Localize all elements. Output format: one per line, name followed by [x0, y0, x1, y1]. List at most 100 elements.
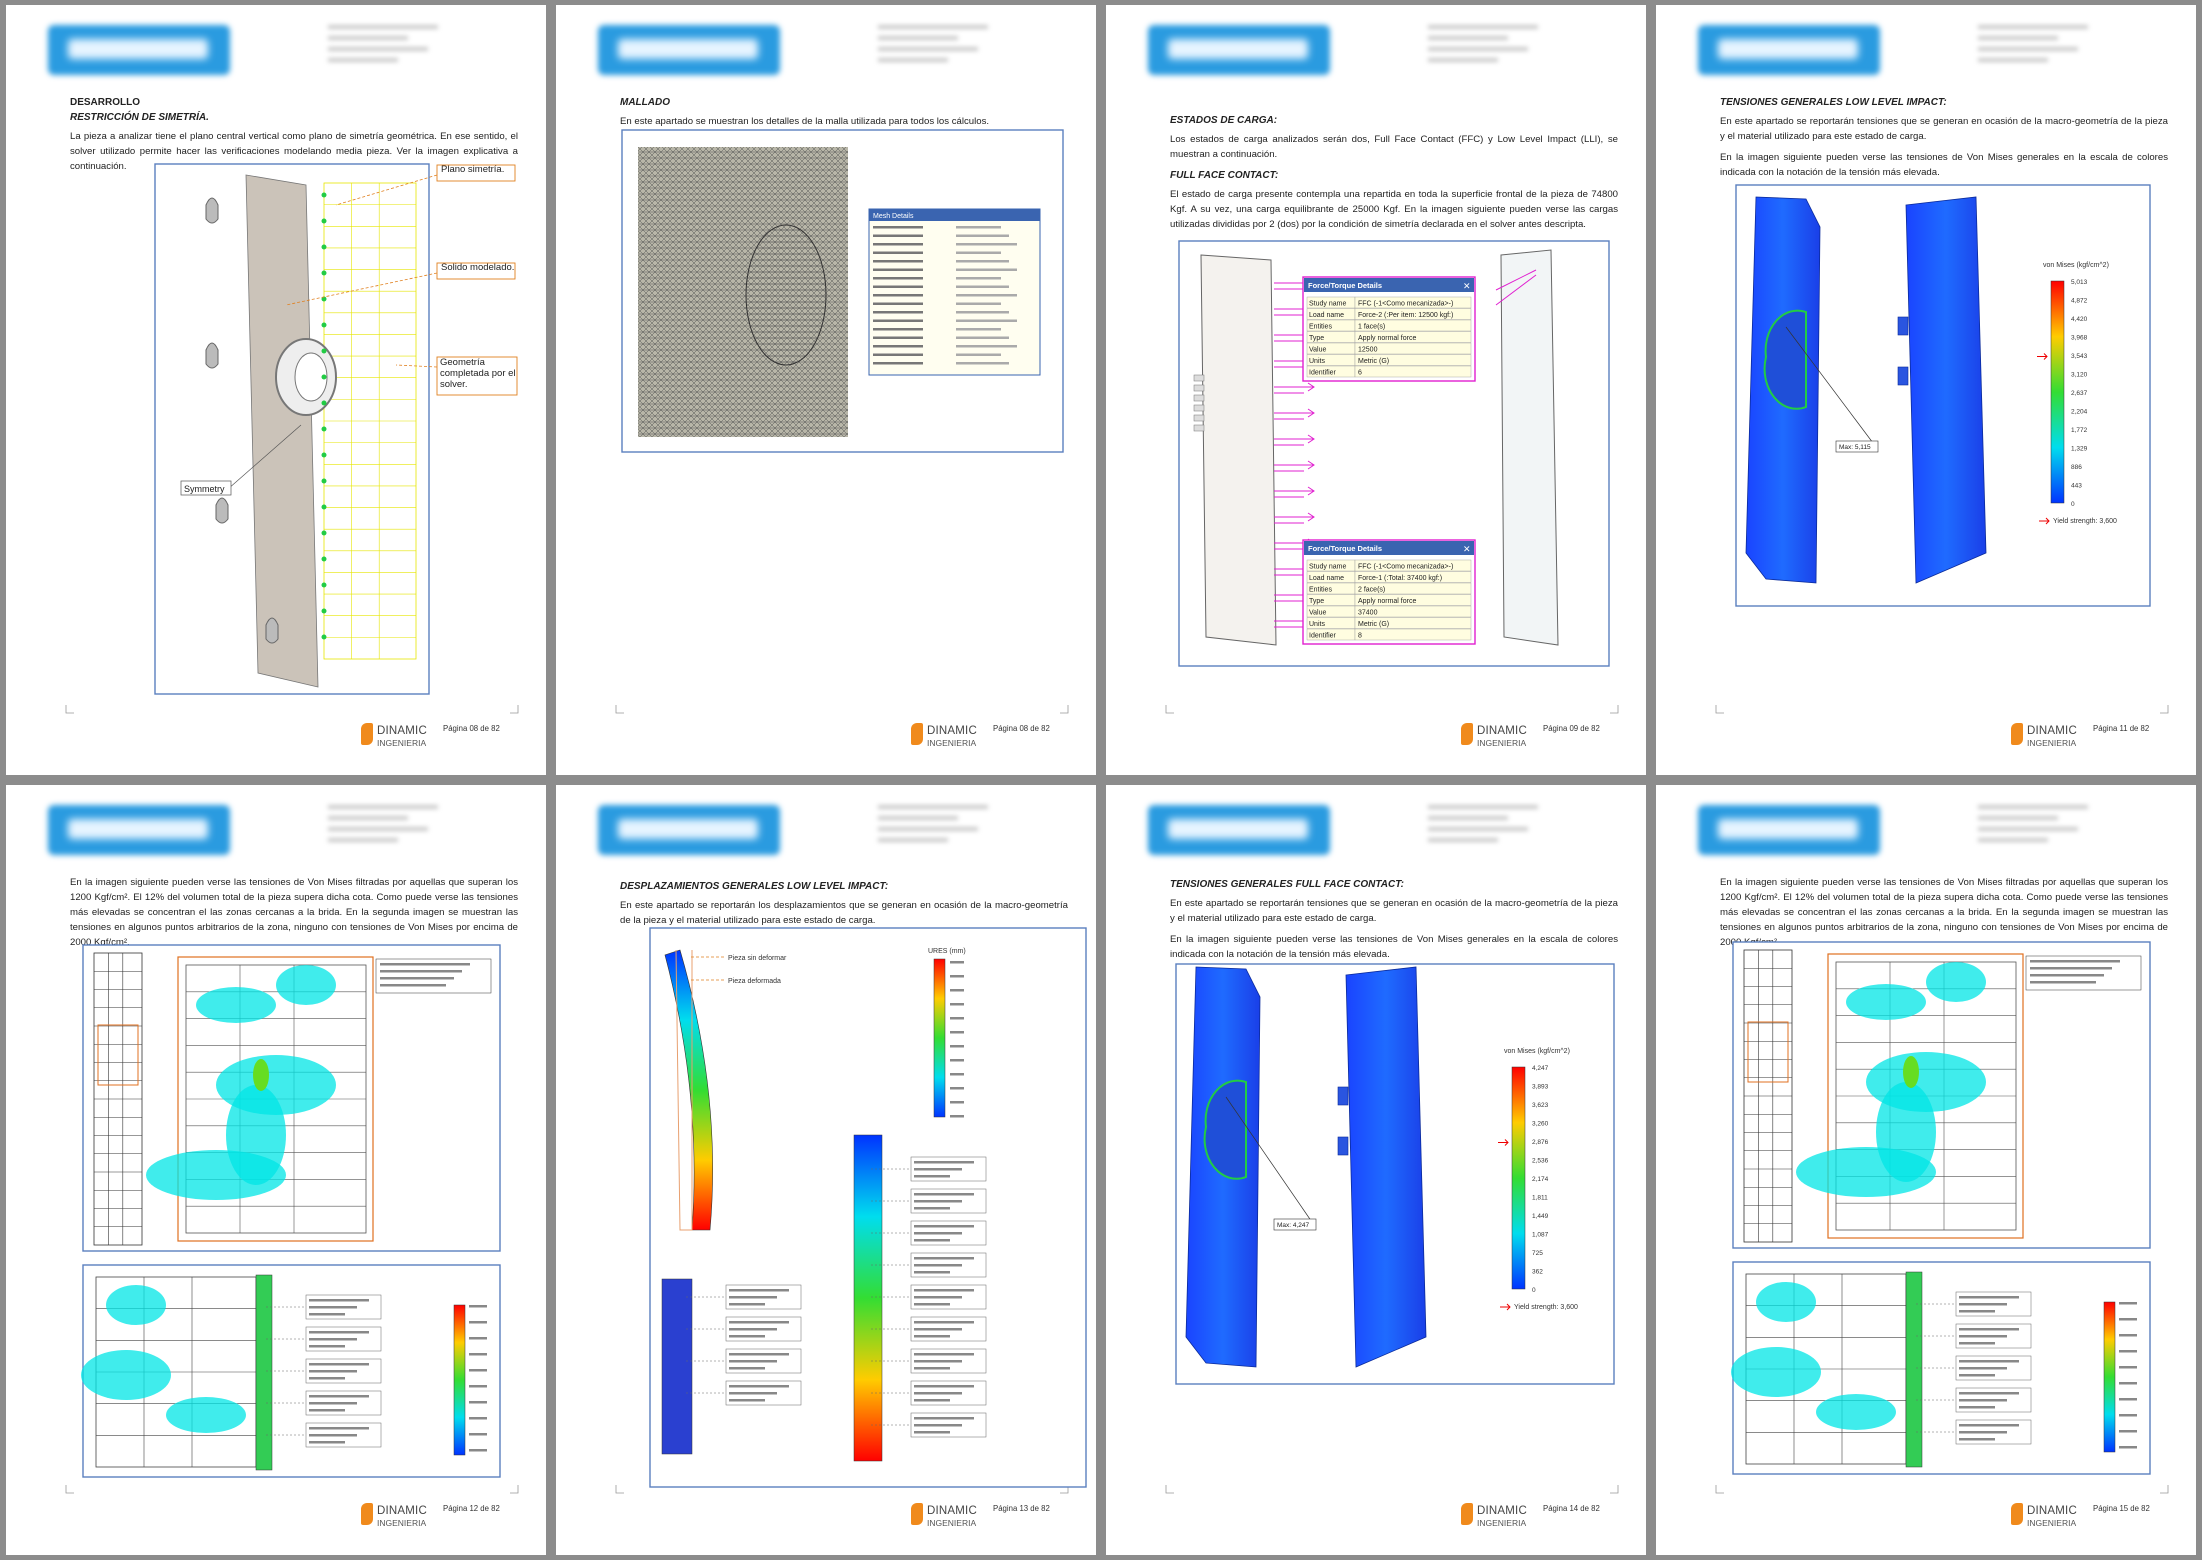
row-value: FFC (-1<Como mecanizada>-) [1358, 301, 1453, 308]
row-value-cell [1354, 296, 1472, 309]
info-text [380, 970, 462, 973]
probe-text [729, 1399, 765, 1402]
blurred-line [1978, 816, 2058, 820]
flange [1897, 316, 1909, 336]
logo-inner [618, 39, 758, 59]
blurred-address [878, 805, 1008, 855]
dialog-value [956, 353, 1001, 356]
logo-inner [1168, 819, 1308, 839]
stress-region [1876, 1082, 1936, 1182]
blurred-line [328, 36, 408, 40]
legend-text [2119, 1430, 2137, 1433]
blurred-address [878, 25, 1008, 75]
label-text: Pieza deformada [728, 978, 781, 985]
row-value: Apply normal force [1358, 335, 1416, 342]
crop-mark [2160, 1485, 2169, 1494]
probe-text [729, 1392, 777, 1395]
probe-text [914, 1225, 974, 1228]
probe-text [309, 1441, 345, 1444]
crop-mark [1060, 705, 1069, 714]
dialog-value [956, 234, 1009, 237]
probe-text [309, 1338, 357, 1341]
label-box [436, 356, 518, 396]
brand-name: DINAMIC [1477, 1505, 1527, 1517]
legend-text [2119, 1414, 2137, 1417]
symmetry-marker [321, 478, 327, 484]
row-value-cell [1354, 354, 1472, 366]
dialog-value [956, 243, 1017, 246]
row-value-cell [1354, 571, 1472, 583]
blurred-address [1428, 25, 1558, 75]
page: TENSIONES GENERALES FULL FACE CONTACT: En… [1106, 785, 1646, 1555]
row-value: Metric (G) [1358, 621, 1389, 628]
probe-text [729, 1321, 789, 1324]
row-key: Entities [1309, 324, 1332, 331]
label-box [436, 164, 516, 182]
probe-text [309, 1313, 345, 1316]
dialog-value [956, 336, 1009, 339]
subheading-text: TENSIONES GENERALES FULL FACE CONTACT: [1170, 879, 1404, 890]
row-value-cell [1354, 628, 1472, 641]
legend-label: 2,536 [1532, 1158, 1549, 1165]
row-value-cell [1354, 605, 1472, 618]
mesh-hub [745, 224, 827, 366]
crop-mark [65, 1485, 74, 1494]
brand-icon [1461, 1503, 1473, 1525]
symmetry-marker [321, 634, 327, 640]
part [1200, 254, 1277, 646]
page: En la imagen siguiente pueden verse las … [6, 785, 546, 1555]
stress-region [226, 1085, 286, 1185]
label-text: Pieza sin deformar [728, 955, 787, 962]
stress-region [106, 1285, 166, 1325]
symmetry-marker [321, 244, 327, 250]
slot [215, 497, 229, 524]
legend-label: 2,174 [1532, 1176, 1549, 1183]
legend-text [469, 1321, 487, 1324]
logo-inner [618, 819, 758, 839]
probe-text [1959, 1360, 2019, 1363]
probe-text [729, 1296, 777, 1299]
dialog-value [956, 268, 1017, 271]
probe-text [914, 1239, 950, 1242]
heading-text: DESARROLLO [70, 97, 140, 108]
blurred-line [1978, 47, 2078, 51]
probe-text [1959, 1438, 1995, 1441]
legend-label: 4,247 [1532, 1065, 1549, 1072]
info-text [2030, 981, 2096, 984]
probe-text [914, 1200, 962, 1203]
force-arrow [1274, 408, 1315, 420]
figure: Max: 5,115 von Mises (kgf/cm^2) 5,013 4,872… [1715, 184, 2169, 714]
probe-text [914, 1360, 962, 1363]
probe-text [729, 1353, 789, 1356]
label-text: Symmetry [184, 484, 225, 494]
brand-icon [2011, 1503, 2023, 1525]
dialog-value [956, 319, 1017, 322]
probe-text [914, 1399, 950, 1402]
dialog-key [873, 328, 923, 331]
row-value-cell [1354, 559, 1472, 572]
symmetry-marker [321, 608, 327, 614]
force-arrow [1274, 512, 1315, 524]
crop-mark [1165, 705, 1174, 714]
blurred-line [328, 816, 408, 820]
legend-title: URES (mm) [928, 948, 966, 955]
logo-inner [1168, 39, 1308, 59]
dialog-close: ✕ [1463, 281, 1471, 291]
blurred-line [328, 838, 398, 842]
dialog-value [956, 260, 1009, 263]
force-arrow [1274, 434, 1315, 446]
brand-icon [2011, 723, 2023, 745]
brand-name: DINAMIC [927, 1505, 977, 1517]
legend-title: von Mises (kgf/cm^2) [1504, 1048, 1570, 1055]
flange-section [1905, 1271, 1923, 1468]
legend-title: von Mises (kgf/cm^2) [2043, 262, 2109, 269]
probe-text [309, 1299, 369, 1302]
probe-text [914, 1289, 974, 1292]
probe-text [729, 1303, 765, 1306]
crop-mark [1715, 705, 1724, 714]
dialog-value [956, 362, 1009, 365]
legend-label: 3,893 [1532, 1084, 1549, 1091]
legend-text [2119, 1382, 2137, 1385]
page-number: Página 08 de 82 [993, 724, 1050, 733]
hot-spot [253, 1059, 269, 1091]
